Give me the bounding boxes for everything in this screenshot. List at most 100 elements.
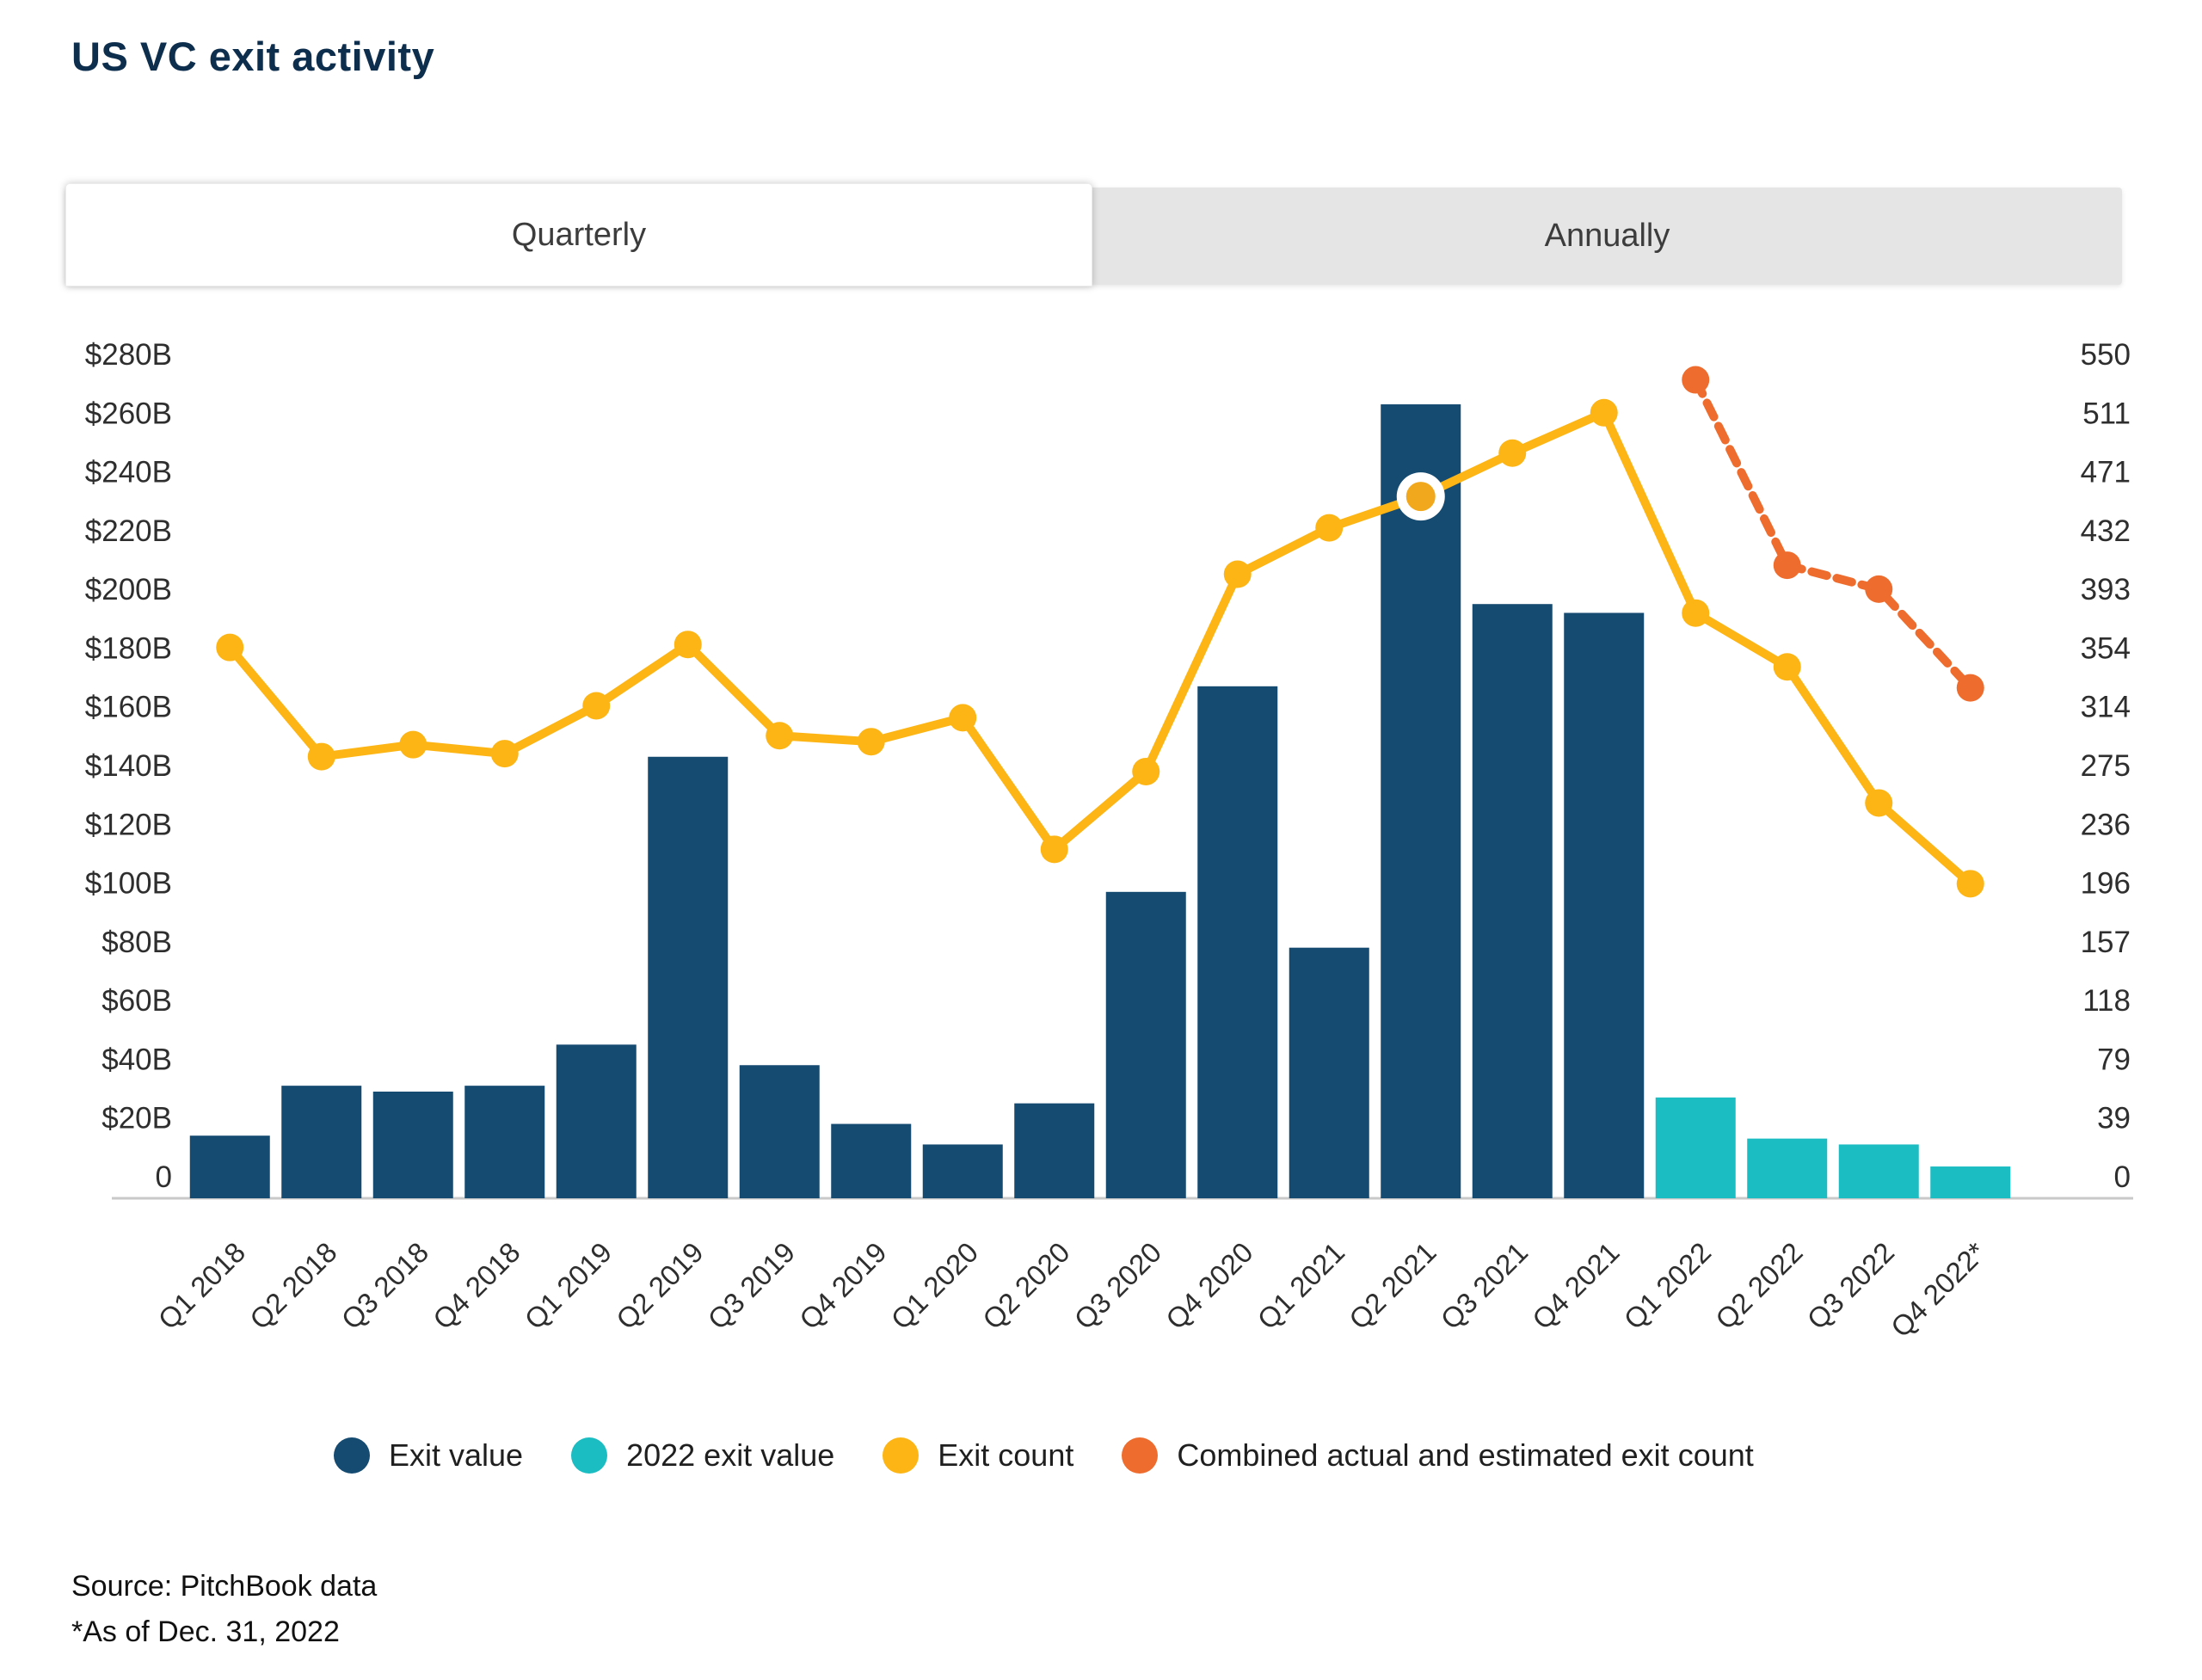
combined-actual-and-estimated-exit-count-point-q2-2022[interactable]: [1773, 551, 1801, 580]
exit-count-point-q2-2021[interactable]: [1405, 482, 1436, 512]
right-axis-label-471: 471: [2081, 456, 2131, 489]
left-axis-label-260b: $260B: [85, 397, 172, 430]
right-axis-label-314: 314: [2081, 691, 2131, 724]
left-axis-label-240b: $240B: [85, 456, 172, 489]
legend-dot-combined-actual-and-estimated-exit-count: [1122, 1437, 1159, 1474]
exit-count-point-q2-2020[interactable]: [1040, 835, 1068, 864]
bar-exit-value-q4-2021[interactable]: [1564, 612, 1645, 1198]
x-axis-label-q1-2020: Q1 2020: [885, 1236, 985, 1336]
exit-count-line: [225, 408, 1975, 889]
bar-exit-value-q1-2021[interactable]: [1289, 947, 1369, 1198]
bar-exit-value-q2-2021[interactable]: [1381, 404, 1461, 1198]
bar-exit-value-q3-2021[interactable]: [1472, 604, 1553, 1198]
x-axis-label-q2-2021: Q2 2021: [1343, 1236, 1442, 1336]
exit-count-point-q2-2022[interactable]: [1773, 653, 1801, 681]
left-axis-label-160b: $160B: [85, 691, 172, 724]
exit-count-point-q3-2018[interactable]: [399, 730, 427, 759]
right-axis-label-118: 118: [2082, 984, 2131, 1018]
tab-quarterly[interactable]: Quarterly: [65, 183, 1092, 286]
bar-exit-value-q2-2018[interactable]: [281, 1086, 362, 1198]
chart-legend: Exit value 2022 exit value Exit count Combi…: [334, 1421, 1754, 1490]
left-axis-label-220b: $220B: [85, 514, 172, 548]
right-axis-label-39: 39: [2097, 1102, 2131, 1135]
bar-exit-value-q1-2020[interactable]: [922, 1144, 1003, 1198]
legend-label: 2022 exit value: [626, 1437, 835, 1473]
right-axis-label-79: 79: [2097, 1043, 2131, 1076]
left-axis-label-80b: $80B: [101, 926, 172, 959]
legend-label: Exit count: [938, 1437, 1074, 1473]
right-axis-label-275: 275: [2081, 749, 2131, 783]
bar-exit-value-q4-2020[interactable]: [1197, 686, 1278, 1198]
legend-dot-2022-exit-value: [571, 1437, 608, 1474]
bar-exit-value-q2-2020[interactable]: [1014, 1103, 1095, 1198]
left-axis-label-280b: $280B: [85, 338, 172, 372]
exit-count-point-q4-2019[interactable]: [857, 728, 885, 756]
x-axis-label-q2-2019: Q2 2019: [610, 1236, 710, 1336]
legend-dot-exit-count: [883, 1437, 920, 1474]
right-axis-label-236: 236: [2081, 808, 2131, 841]
legend-label: Exit value: [389, 1437, 524, 1473]
exit-count-point-q1-2019[interactable]: [582, 692, 611, 720]
left-axis-label-120b: $120B: [85, 808, 172, 841]
exit-count-point-q3-2020[interactable]: [1132, 757, 1160, 785]
x-axis-label-q4-2019: Q4 2019: [793, 1236, 893, 1336]
bar-2022-exit-value-q2-2022[interactable]: [1747, 1138, 1828, 1198]
combined-actual-and-estimated-exit-count-point-q4-2022[interactable]: [1956, 674, 1984, 702]
view-tab-bar: Quarterly Annually: [65, 183, 2122, 286]
x-axis-label-q4-2021: Q4 2021: [1526, 1236, 1626, 1336]
exit-count-point-q3-2019[interactable]: [766, 722, 794, 750]
exit-count-point-q4-2021[interactable]: [1590, 398, 1618, 427]
exit-count-point-q3-2022[interactable]: [1865, 789, 1893, 817]
exit-count-point-q4-2022[interactable]: [1956, 870, 1984, 898]
bar-2022-exit-value-q3-2022[interactable]: [1838, 1144, 1919, 1198]
asof-line: *As of Dec. 31, 2022: [71, 1615, 340, 1648]
left-axis-label-40b: $40B: [101, 1043, 172, 1076]
legend-item-2022-exit-value: 2022 exit value: [571, 1437, 834, 1474]
right-axis-label-511: 511: [2082, 397, 2131, 430]
x-axis-label-q3-2018: Q3 2018: [335, 1236, 435, 1336]
bar-exit-value-q3-2019[interactable]: [739, 1065, 820, 1198]
right-axis-label-157: 157: [2081, 926, 2131, 959]
bar-2022-exit-value-q1-2022[interactable]: [1655, 1097, 1736, 1198]
exit-count-point-q2-2019[interactable]: [674, 631, 702, 659]
bar-exit-value-q1-2019[interactable]: [556, 1044, 637, 1198]
exit-count-point-q4-2020[interactable]: [1223, 560, 1252, 588]
source-note: Source: PitchBook data *As of Dec. 31, 2…: [71, 1564, 377, 1654]
x-axis-label-q3-2021: Q3 2021: [1435, 1236, 1535, 1336]
bar-exit-value-q4-2019[interactable]: [831, 1123, 912, 1198]
right-axis-label-550: 550: [2081, 338, 2131, 372]
exit-activity-chart: $280B 550 $260B 511 $240B 471 $220B 432 $200B 39 3…: [85, 338, 2133, 1344]
source-line: Source: PitchBook data: [71, 1570, 378, 1603]
x-axis-label-q2-2022: Q2 2022: [1709, 1236, 1809, 1336]
left-axis-label-0: 0: [156, 1160, 172, 1194]
left-axis-label-100b: $100B: [85, 867, 172, 901]
exit-count-point-q1-2021[interactable]: [1315, 514, 1344, 542]
exit-count-point-q1-2018[interactable]: [216, 633, 244, 662]
exit-count-point-q4-2018[interactable]: [490, 740, 519, 768]
left-axis-label-20b: $20B: [101, 1102, 172, 1135]
bar-exit-value-q3-2018[interactable]: [372, 1091, 453, 1198]
bar-exit-value-q4-2018[interactable]: [464, 1086, 545, 1198]
bar-exit-value-q1-2018[interactable]: [189, 1135, 270, 1198]
right-axis-label-196: 196: [2081, 867, 2131, 901]
x-axis-label-q4-2020: Q4 2020: [1159, 1236, 1259, 1336]
exit-count-point-q3-2021[interactable]: [1498, 439, 1527, 467]
x-axis-label-q3-2019: Q3 2019: [702, 1236, 802, 1336]
combined-actual-and-estimated-exit-count-point-q3-2022[interactable]: [1865, 575, 1893, 603]
left-axis-label-200b: $200B: [85, 573, 172, 606]
exit-count-point-q2-2018[interactable]: [307, 742, 335, 771]
right-axis-label-432: 432: [2081, 514, 2131, 548]
legend-dot-exit-value: [334, 1437, 370, 1474]
exit-count-point-q1-2020[interactable]: [949, 704, 977, 732]
combined-actual-and-estimated-exit-count-point-q1-2022[interactable]: [1682, 366, 1710, 394]
tab-annually[interactable]: Annually: [1544, 218, 1670, 254]
bar-exit-value-q2-2019[interactable]: [648, 756, 729, 1198]
exit-count-point-q1-2022[interactable]: [1682, 599, 1710, 627]
left-axis-label-140b: $140B: [85, 749, 172, 783]
bar-exit-value-q3-2020[interactable]: [1105, 891, 1186, 1198]
x-axis-label-q2-2018: Q2 2018: [243, 1236, 343, 1336]
x-axis-label-q4-2018: Q4 2018: [427, 1236, 526, 1336]
x-axis-label-q1-2019: Q1 2019: [519, 1236, 618, 1336]
x-axis-label-q1-2021: Q1 2021: [1252, 1236, 1351, 1336]
bar-2022-exit-value-q4-2022[interactable]: [1930, 1166, 2011, 1198]
